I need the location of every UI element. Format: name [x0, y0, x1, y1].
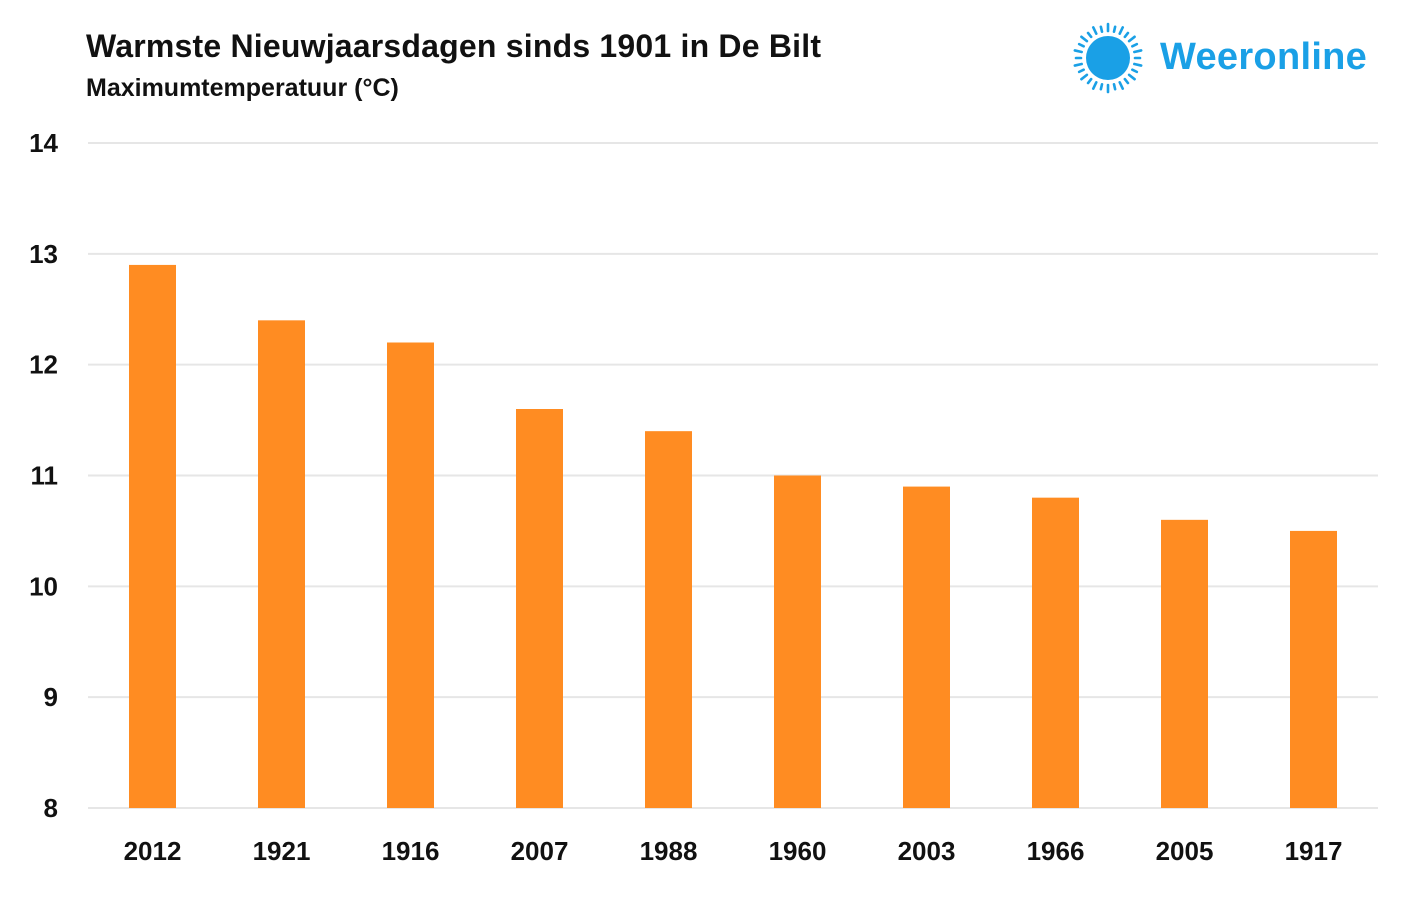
bar-1966 — [1032, 497, 1079, 808]
sun-ray — [1091, 81, 1098, 90]
sun-ray — [1118, 81, 1125, 90]
sun-ray — [1118, 26, 1125, 35]
sun-ray — [1131, 68, 1139, 74]
y-tick-label: 8 — [44, 793, 58, 823]
x-tick-label: 2003 — [898, 836, 956, 866]
sun-ray — [1077, 68, 1085, 74]
logo-text: Weeronline — [1160, 36, 1368, 78]
sun-icon — [1073, 22, 1143, 94]
sun-ray — [1091, 26, 1098, 35]
y-tick-label: 12 — [29, 350, 58, 380]
sun-ray — [1131, 42, 1139, 48]
y-tick-label: 13 — [29, 239, 58, 269]
chart-title: Warmste Nieuwjaarsdagen sinds 1901 in De… — [86, 28, 822, 64]
sun-ray — [1073, 49, 1083, 54]
sun-ray — [1133, 62, 1143, 67]
bar-2003 — [903, 486, 950, 808]
y-tick-label: 10 — [29, 571, 58, 601]
bar-1988 — [645, 431, 692, 808]
x-tick-label: 2005 — [1156, 836, 1214, 866]
weeronline-logo: Weeronline — [1068, 18, 1388, 98]
bar-1917 — [1290, 530, 1337, 808]
x-tick-label: 1966 — [1027, 836, 1085, 866]
sun-ray — [1127, 35, 1136, 43]
y-tick-label: 14 — [29, 128, 58, 158]
bar-1921 — [258, 320, 305, 808]
sun-ray — [1080, 73, 1089, 81]
x-tick-label: 2012 — [124, 836, 182, 866]
bar-1960 — [774, 475, 821, 808]
bar-2012 — [129, 264, 176, 809]
x-tick-label: 1921 — [253, 836, 311, 866]
chart-subtitle: Maximumtemperatuur (°C) — [86, 74, 399, 102]
y-tick-label: 9 — [44, 682, 58, 712]
sun-ray — [1099, 25, 1104, 33]
bar-2005 — [1161, 519, 1208, 808]
x-tick-label: 2007 — [511, 836, 569, 866]
x-tick-label: 1960 — [769, 836, 827, 866]
y-tick-label: 11 — [31, 461, 59, 491]
sun-ray — [1086, 31, 1093, 39]
sun-ray — [1086, 77, 1093, 85]
sun-ray — [1073, 62, 1083, 67]
sun-ray — [1123, 77, 1130, 85]
bar-1916 — [387, 342, 434, 808]
sun-ray — [1127, 73, 1136, 81]
sun-ray — [1112, 83, 1117, 91]
sun-ray — [1099, 83, 1104, 91]
sun-ray — [1123, 31, 1130, 39]
sun-ray — [1077, 42, 1085, 48]
x-tick-label: 1917 — [1285, 836, 1343, 866]
sun-ray — [1112, 25, 1117, 33]
x-tick-label: 1916 — [382, 836, 440, 866]
sun-ray — [1133, 49, 1143, 54]
sun-ray — [1080, 35, 1089, 43]
x-tick-label: 1988 — [640, 836, 698, 866]
bar-2007 — [516, 409, 563, 808]
